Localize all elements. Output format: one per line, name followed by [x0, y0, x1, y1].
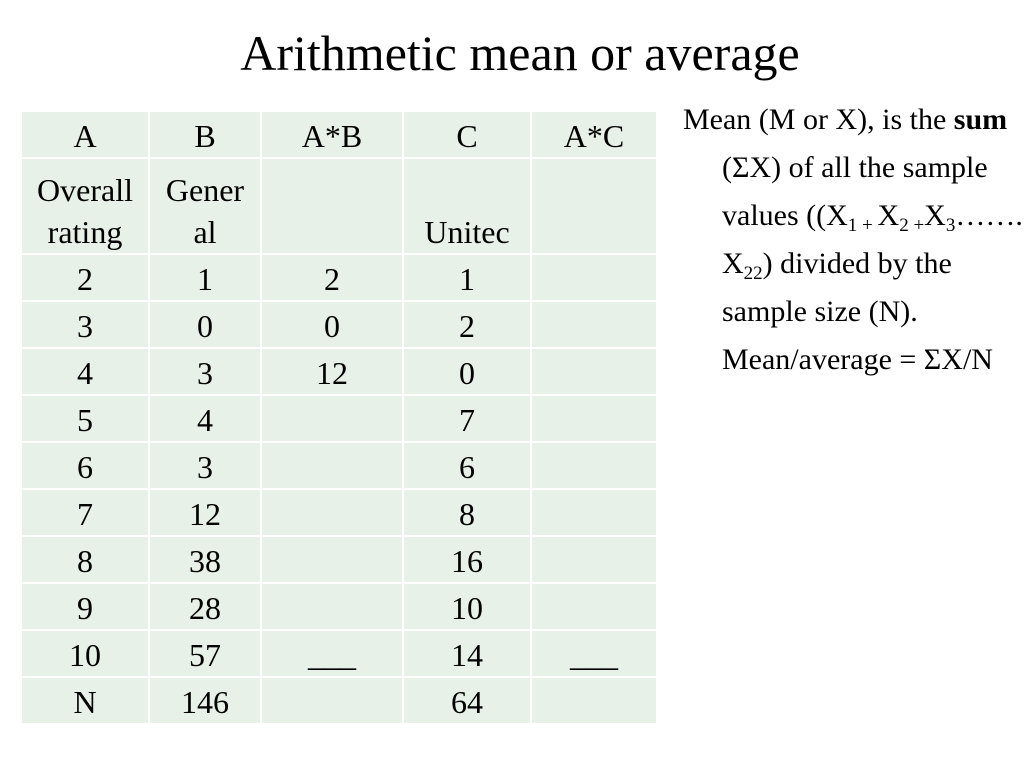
empty-cell	[260, 535, 404, 584]
table-row: 9 28 10	[20, 582, 658, 631]
table-cell: 0	[402, 347, 532, 396]
table-cell: 2	[260, 253, 404, 302]
header-cell: A*C	[530, 110, 658, 159]
text-run: ) divided by the sample size (N). Mean/a…	[722, 247, 993, 376]
table-row: 7 12 8	[20, 488, 658, 537]
text-run: X	[924, 199, 946, 232]
empty-cell	[260, 157, 404, 255]
table-cell: 146	[148, 676, 262, 725]
table-cell: 3	[148, 347, 262, 396]
empty-cell	[530, 157, 658, 255]
slide-title: Arithmetic mean or average	[240, 25, 800, 81]
table-cell: 0	[260, 300, 404, 349]
table-cell: Unitec	[402, 157, 532, 255]
text-run: (ΣX) of all the sample values ((X	[722, 151, 988, 232]
header-cell: A*B	[260, 110, 404, 159]
text-run: Mean (M or X), is the	[683, 103, 954, 136]
table-cell: 16	[402, 535, 532, 584]
table-cell: 1	[148, 253, 262, 302]
table-cell: 12	[260, 347, 404, 396]
table-cell: 3	[148, 441, 262, 490]
table-cell: 14	[402, 629, 532, 678]
table-cell: 7	[20, 488, 150, 537]
text-run: +	[908, 215, 925, 236]
header-row: A B A*B C A*C	[20, 110, 658, 159]
text-run: sum	[953, 103, 1008, 136]
table-cell: 38	[148, 535, 262, 584]
table-cell: 1	[402, 253, 532, 302]
data-table: A B A*B C A*C Overall rating General Unitec 2 1 2 1…	[20, 110, 658, 725]
table-cell: 6	[20, 441, 150, 490]
empty-cell	[530, 300, 658, 349]
text-run: 1	[847, 215, 858, 236]
table-row: N 146 64	[20, 676, 658, 725]
table-row: Overall rating General Unitec	[20, 157, 658, 255]
table-cell: Overall rating	[20, 157, 150, 255]
empty-cell	[260, 582, 404, 631]
table-cell: 28	[148, 582, 262, 631]
table-cell: 8	[20, 535, 150, 584]
empty-cell	[530, 676, 658, 725]
empty-cell	[530, 582, 658, 631]
table-cell: 4	[20, 347, 150, 396]
header-cell: A	[20, 110, 150, 159]
empty-cell	[260, 394, 404, 443]
table-cell: ___	[260, 629, 404, 678]
table-cell: N	[20, 676, 150, 725]
table-cell: 64	[402, 676, 532, 725]
empty-cell	[530, 488, 658, 537]
table-cell: 0	[148, 300, 262, 349]
table-cell: ___	[530, 629, 658, 678]
text-run: 2	[899, 215, 909, 236]
table-cell: 3	[20, 300, 150, 349]
text-run: 22	[743, 263, 763, 284]
table-cell: 8	[402, 488, 532, 537]
empty-cell	[530, 535, 658, 584]
definition-text: Mean (M or X), is the sum (ΣX) of all th…	[683, 96, 1024, 384]
table-cell: 57	[148, 629, 262, 678]
table-cell: 7	[402, 394, 532, 443]
table-cell: 4	[148, 394, 262, 443]
empty-cell	[260, 488, 404, 537]
empty-cell	[260, 441, 404, 490]
header-cell: B	[148, 110, 262, 159]
text-run: 3	[945, 215, 956, 236]
table-cell: General	[148, 157, 262, 255]
empty-cell	[530, 253, 658, 302]
table-row: 8 38 16	[20, 535, 658, 584]
table-row: 10 57 ___ 14 ___	[20, 629, 658, 678]
table-cell: 10	[402, 582, 532, 631]
table-cell: 12	[148, 488, 262, 537]
table-cell: 2	[20, 253, 150, 302]
table-cell: 5	[20, 394, 150, 443]
empty-cell	[260, 676, 404, 725]
empty-cell	[530, 347, 658, 396]
empty-cell	[530, 441, 658, 490]
text-run: +	[857, 215, 878, 236]
header-cell: C	[402, 110, 532, 159]
table-cell: 2	[402, 300, 532, 349]
table-cell: 6	[402, 441, 532, 490]
empty-cell	[530, 394, 658, 443]
text-run: ……. X	[722, 199, 1023, 280]
table-cell: 9	[20, 582, 150, 631]
table-row: 4 3 12 0	[20, 347, 658, 396]
table-cell: 10	[20, 629, 150, 678]
text-run: X	[877, 199, 900, 232]
